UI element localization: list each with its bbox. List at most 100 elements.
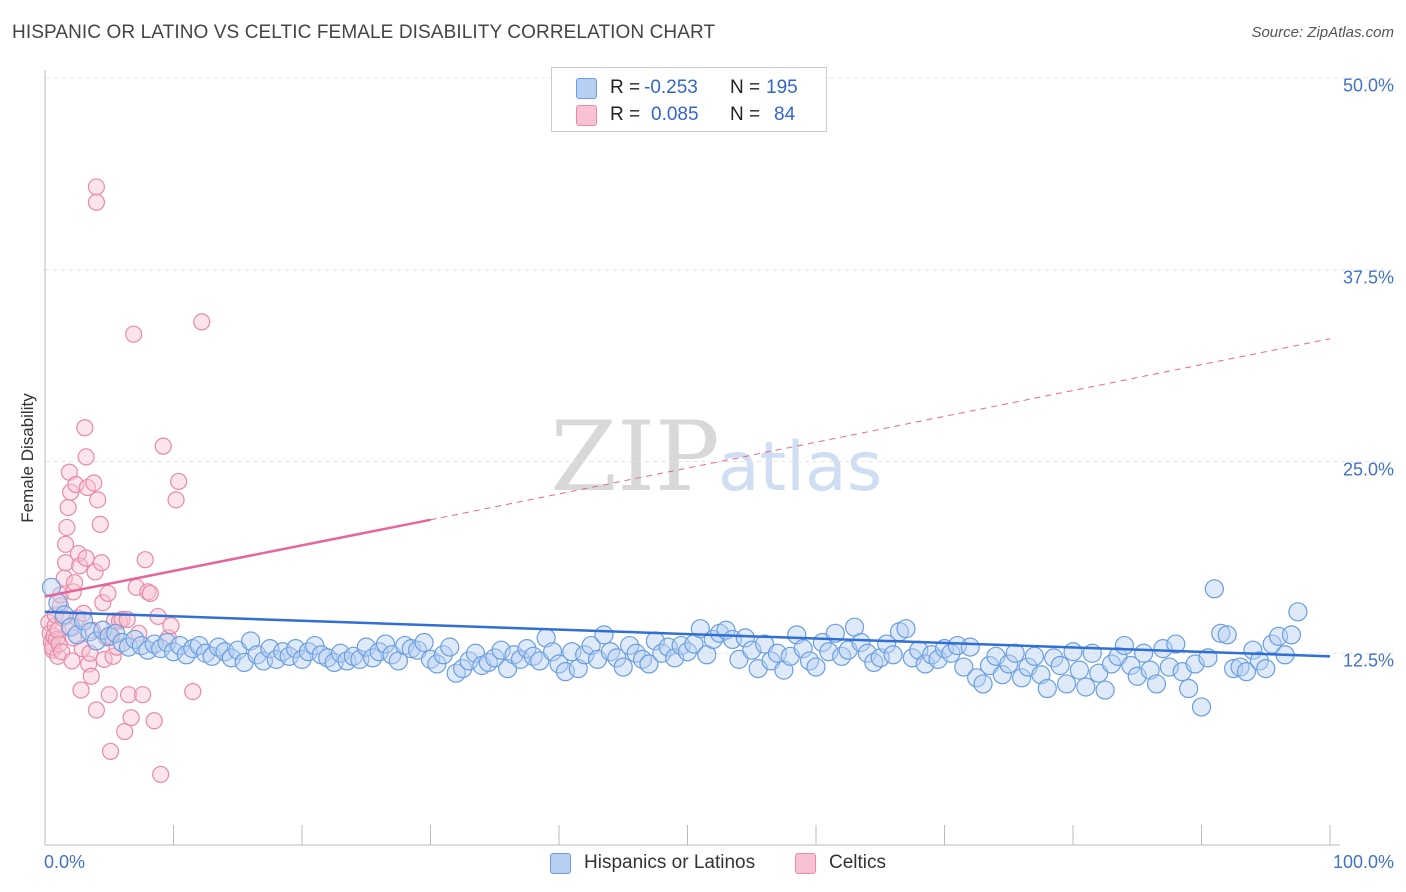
hispanics-point — [613, 657, 633, 677]
hispanics-point — [1050, 655, 1070, 676]
hispanics-point — [459, 651, 479, 671]
legend-n-label: N = — [730, 77, 761, 98]
hispanics-point — [1217, 625, 1237, 645]
hispanics-point — [1076, 677, 1096, 697]
celtics-point — [56, 535, 75, 553]
hispanics-point — [1011, 668, 1032, 688]
legend-n-value: 84 — [774, 104, 796, 125]
hispanics-point — [1024, 646, 1045, 666]
correlation-legend: R = -0.253 N = 195 R = 0.085 N = 84 — [551, 67, 827, 132]
legend-n-value: 195 — [766, 77, 798, 98]
hispanics-point — [1037, 678, 1057, 699]
hispanics-point — [999, 654, 1019, 674]
hispanics-point — [542, 642, 563, 662]
bottom-legend-swatch-blue — [550, 853, 571, 874]
hispanics-trend-line — [44, 610, 1331, 658]
celtics-point — [95, 650, 113, 668]
hispanics-point — [620, 635, 640, 656]
hispanics-point — [1153, 639, 1173, 659]
hispanics-point — [851, 632, 871, 653]
hispanics-point — [1211, 623, 1231, 643]
hispanics-point — [292, 649, 312, 669]
celtics-point — [85, 474, 103, 492]
watermark-zip: ZIP — [550, 401, 719, 513]
celtics-point — [77, 448, 95, 466]
celtics-point — [82, 667, 100, 685]
celtics-point — [89, 491, 107, 509]
hispanics-point — [485, 648, 505, 668]
y-tick-label: 50.0% — [1342, 75, 1394, 96]
celtics-point — [94, 594, 112, 612]
watermark: ZIP atlas — [550, 401, 882, 513]
hispanics-point — [896, 619, 916, 639]
celtics-point — [72, 681, 90, 699]
hispanics-point — [517, 639, 537, 659]
legend-r-label: R = — [610, 104, 641, 125]
hispanics-point — [414, 632, 434, 653]
celtics-point — [59, 498, 77, 517]
legend-n-label: N = — [730, 104, 761, 125]
hispanics-point — [954, 657, 974, 677]
hispanics-point — [1281, 625, 1302, 645]
legend-r-value: -0.253 — [644, 77, 698, 98]
hispanics-point — [1044, 648, 1064, 668]
hispanics-point — [973, 674, 993, 694]
celtics-point — [125, 325, 143, 343]
y-tick-label: 25.0% — [1342, 459, 1394, 479]
hispanics-point — [735, 628, 755, 648]
hispanics-point — [440, 637, 460, 657]
celtics-point — [119, 686, 138, 704]
source-label: Source: ZipAtlas.com — [1251, 24, 1394, 41]
celtics-point — [87, 193, 106, 211]
hispanics-points — [41, 577, 1308, 717]
trend-lines — [44, 338, 1331, 658]
hispanics-point — [1204, 579, 1224, 599]
hispanics-point — [1191, 697, 1212, 717]
hispanics-point — [1179, 678, 1199, 699]
bottom-legend-label: Hispanics or Latinos — [584, 852, 756, 873]
hispanics-point — [1114, 635, 1135, 656]
hispanics-point — [433, 645, 453, 665]
hispanics-point — [1063, 642, 1083, 662]
hispanics-point — [1236, 662, 1257, 682]
celtics-point — [100, 686, 118, 704]
hispanics-point — [1134, 643, 1154, 663]
hispanics-point — [1069, 660, 1090, 680]
hispanics-point — [375, 634, 396, 654]
celtics-point — [116, 722, 134, 741]
celtics-point — [145, 712, 163, 730]
celtics-point — [63, 652, 81, 670]
bottom-legend-swatch-pink — [795, 853, 816, 874]
celtics-point — [167, 491, 185, 509]
hispanics-point — [1159, 657, 1179, 677]
hispanics-point — [1249, 651, 1269, 671]
hispanics-point — [677, 642, 698, 662]
hispanics-point — [1121, 655, 1141, 676]
hispanics-point — [189, 635, 209, 656]
celtics-point — [92, 554, 111, 572]
celtics-point — [101, 742, 120, 761]
hispanics-point — [1056, 674, 1077, 694]
hispanics-point — [491, 640, 511, 660]
hispanics-point — [356, 637, 376, 657]
hispanics-point — [806, 657, 826, 677]
hispanics-point — [960, 637, 980, 657]
hispanics-point — [992, 665, 1012, 685]
celtics-point — [193, 313, 211, 331]
x-tick-min: 0.0% — [44, 852, 86, 872]
celtics-point — [154, 437, 172, 455]
chart-title: HISPANIC OR LATINO VS CELTIC FEMALE DISA… — [12, 22, 716, 43]
celtics-point — [122, 709, 140, 727]
hispanics-point — [819, 642, 839, 662]
hispanics-point — [1101, 654, 1122, 674]
y-tick-label: 37.5% — [1342, 267, 1394, 288]
celtics-point — [141, 584, 159, 603]
hispanics-point — [54, 605, 74, 625]
hispanics-point — [1166, 634, 1186, 654]
hispanics-point — [1005, 643, 1025, 663]
hispanics-point — [1256, 658, 1276, 679]
legend-r-label: R = — [610, 77, 641, 98]
hispanics-point — [639, 654, 659, 674]
hispanics-point — [1095, 680, 1115, 700]
